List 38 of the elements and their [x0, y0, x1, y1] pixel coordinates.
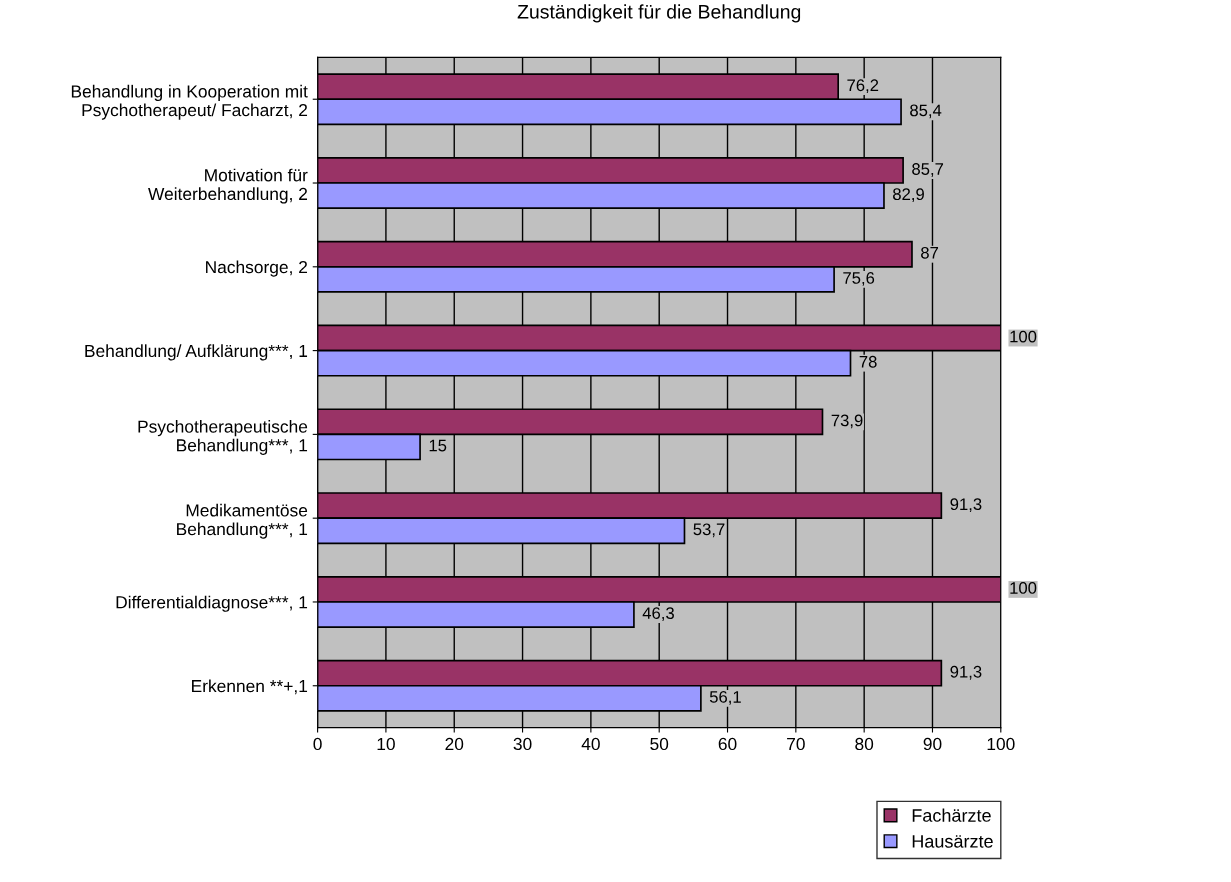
y-tick-label: Motivation für Weiterbehandlung, 2	[148, 168, 308, 204]
data-label: 85,4	[910, 104, 942, 119]
data-label: 100	[1010, 330, 1037, 343]
data-label: 78	[859, 355, 877, 368]
y-tick-label: Behandlung in Kooperation mit Psychotherapeut/ Facharzt, 2	[71, 84, 308, 120]
data-label: 87	[921, 246, 939, 259]
y-tick-label: Behandlung/ Aufklärung***, 1	[85, 344, 308, 361]
legend-label: Fachärzte	[912, 808, 991, 822]
data-label: 56,1	[709, 691, 741, 705]
data-label: 76,2	[847, 79, 879, 94]
data-label: 15	[429, 439, 447, 452]
x-tick-label: 70	[787, 737, 805, 751]
x-tick-label: 40	[581, 737, 600, 751]
data-label: 53,7	[693, 523, 725, 538]
legend-label: Hausärzte	[912, 835, 993, 848]
data-label: 91,3	[950, 665, 982, 680]
x-tick-label: 60	[718, 737, 737, 751]
x-tick-label: 90	[923, 737, 942, 751]
y-tick-label: Medikamentöse Behandlung***, 1	[177, 503, 308, 539]
data-label: 46,3	[642, 607, 674, 621]
y-tick-label: Differentialdiagnose***, 1	[116, 595, 308, 612]
x-tick-label: 0	[313, 737, 322, 751]
data-label: 73,9	[831, 414, 863, 429]
x-tick-label: 50	[650, 737, 669, 751]
data-label: 100	[1010, 582, 1037, 594]
x-tick-label: 20	[445, 737, 464, 751]
y-tick-label: Erkennen **+,1	[192, 679, 308, 695]
data-label: 82,9	[893, 188, 924, 203]
x-tick-label: 10	[377, 737, 395, 751]
x-tick-label: 30	[513, 737, 532, 751]
x-tick-label: 80	[855, 737, 874, 751]
y-tick-label: Psychotherapeutische Behandlung***, 1	[138, 420, 308, 455]
data-label: 85,7	[912, 163, 944, 177]
x-tick-label: 100	[987, 737, 1015, 751]
chart-title: Zuständigkeit für die Behandlung	[517, 4, 801, 23]
y-tick-label: Nachsorge, 2	[206, 260, 308, 277]
data-label: 75,6	[843, 272, 875, 286]
data-label: 91,3	[950, 498, 982, 513]
